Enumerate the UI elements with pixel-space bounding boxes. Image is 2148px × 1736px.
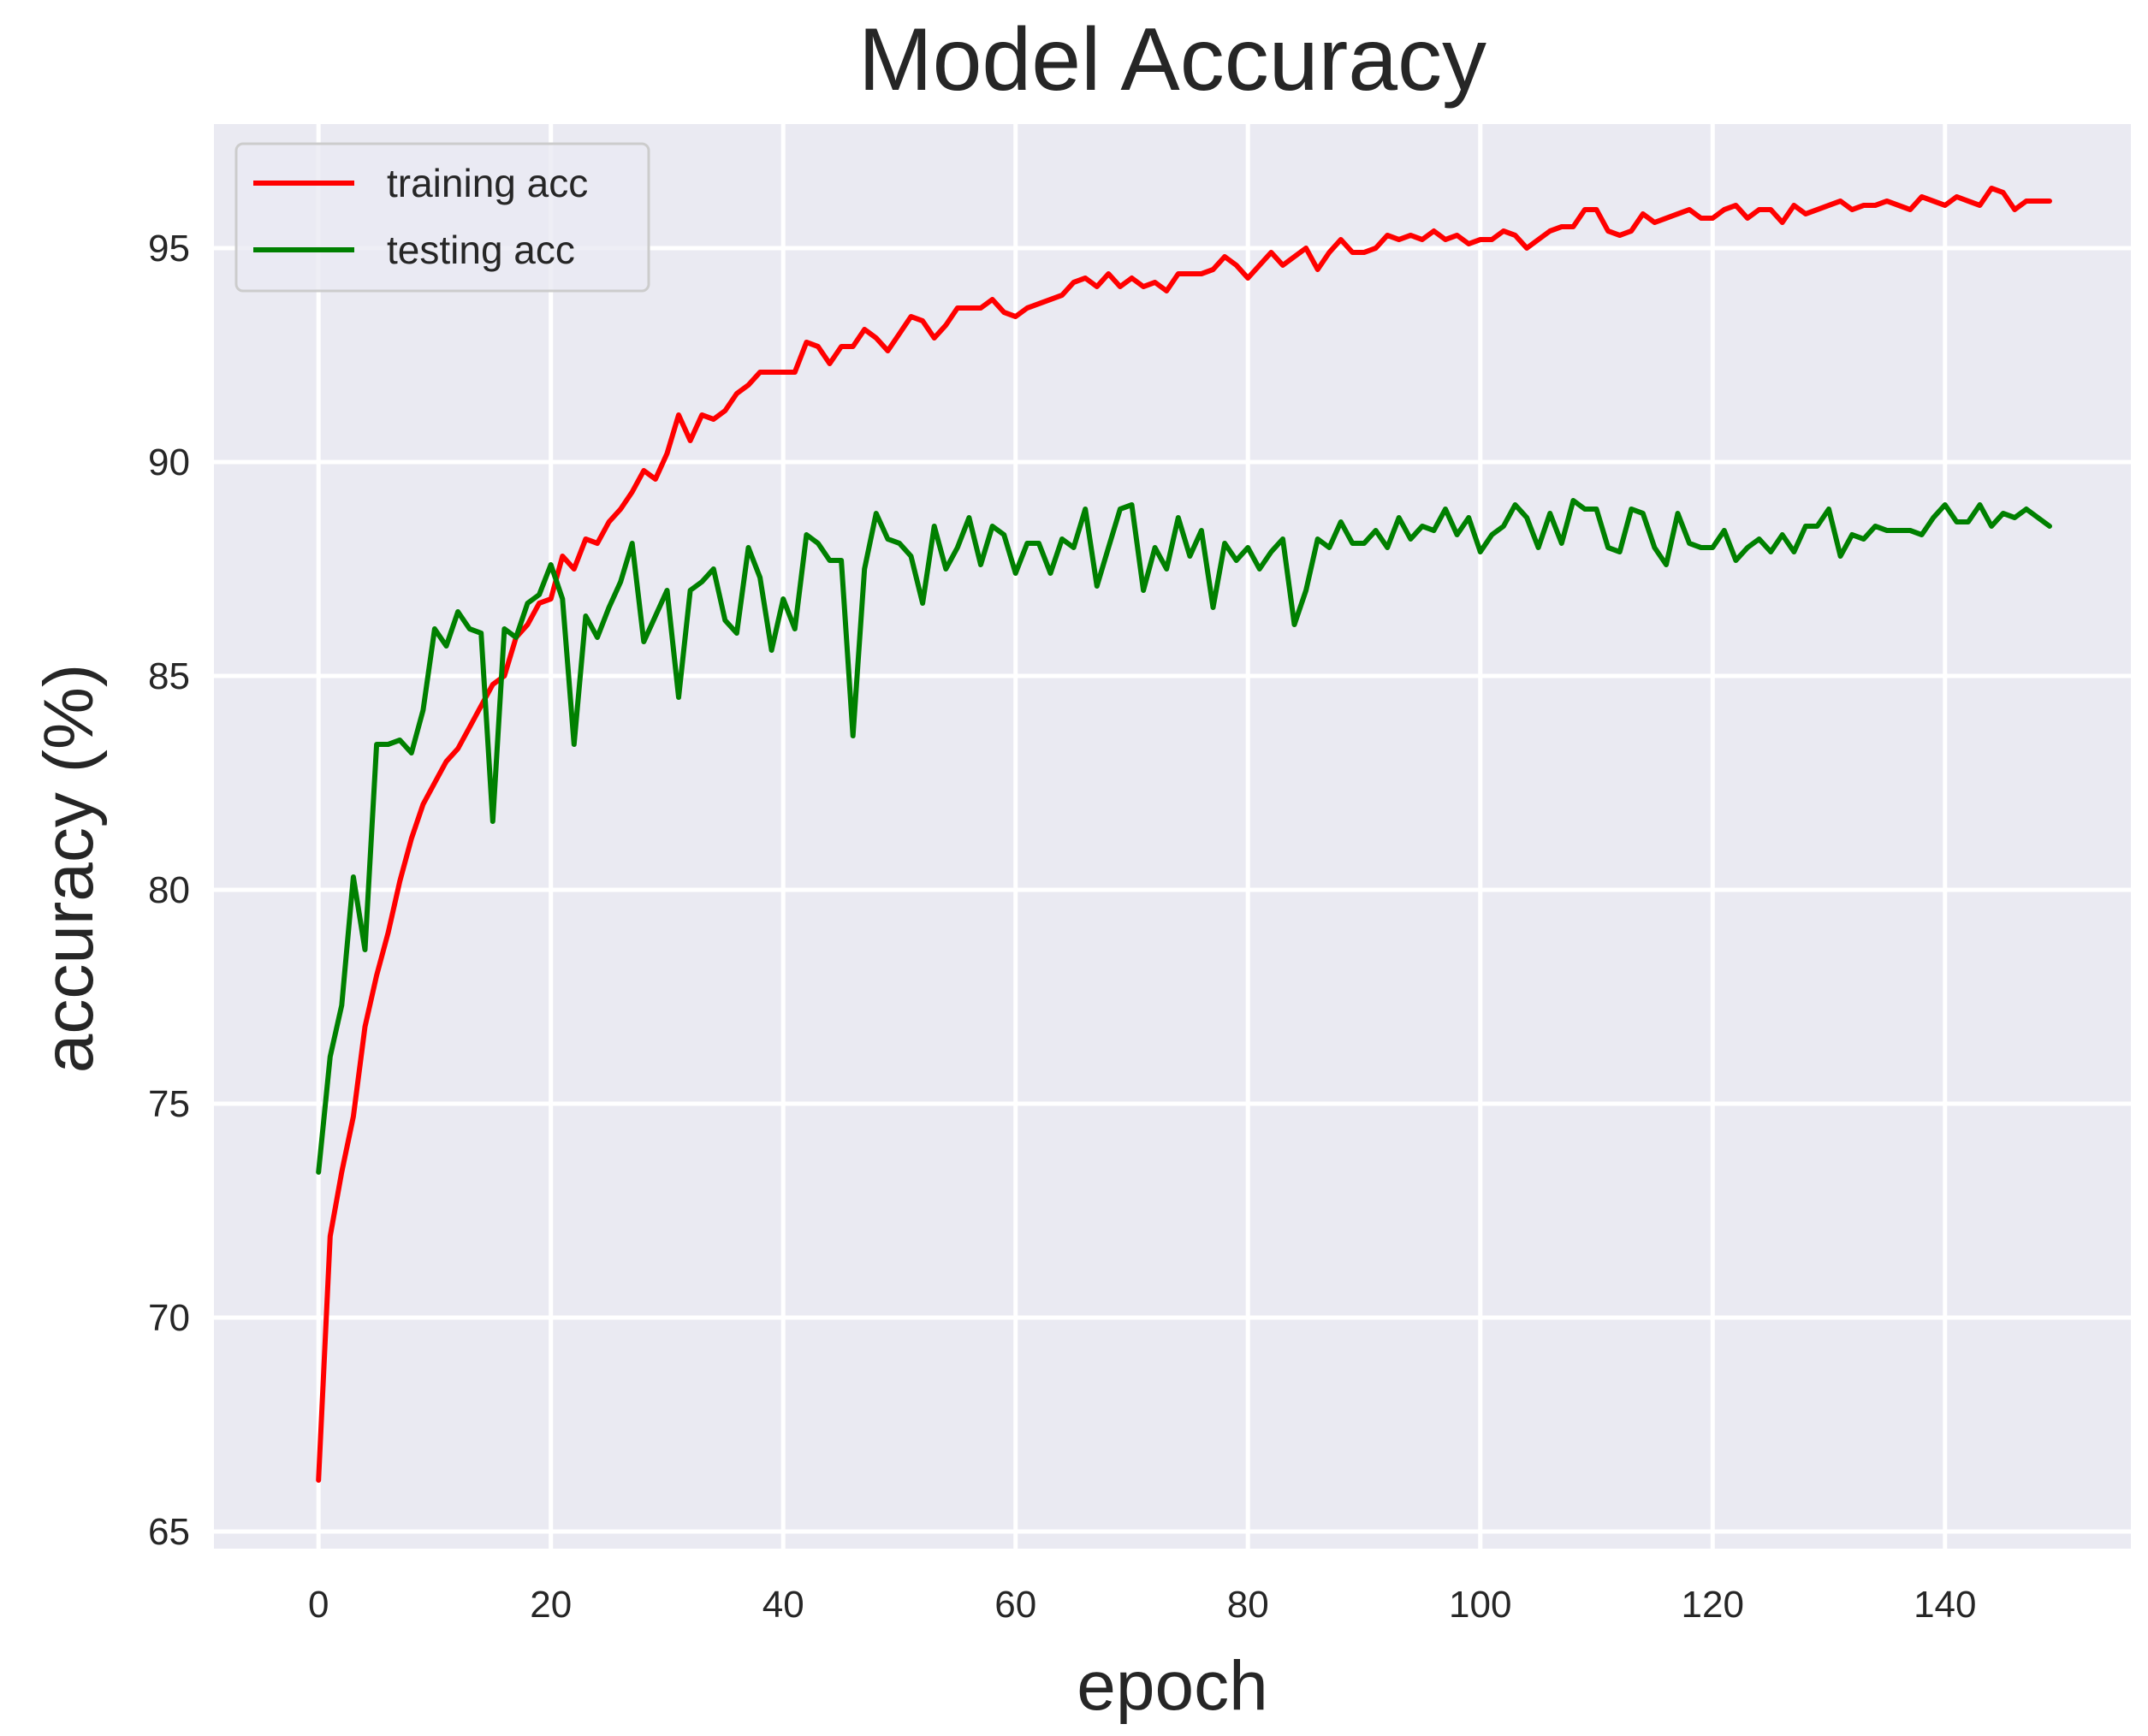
series-lines [316, 186, 2052, 1483]
plot-area [214, 124, 2131, 1549]
y-tick-label: 90 [148, 441, 190, 483]
x-tick-label: 120 [1682, 1584, 1744, 1626]
y-tick-label: 95 [148, 228, 190, 270]
legend-label-training: training acc [387, 161, 588, 205]
x-tick-label: 80 [1227, 1584, 1269, 1626]
x-tick-labels: 0 20 40 60 80 100 120 140 [308, 1584, 1977, 1626]
y-tick-label: 85 [148, 655, 190, 697]
legend: training acc testing acc [234, 142, 650, 293]
y-tick-label: 65 [148, 1511, 190, 1553]
x-tick-label: 60 [994, 1584, 1036, 1626]
x-axis-label: epoch [1077, 1647, 1267, 1725]
x-tick-label: 20 [530, 1584, 572, 1626]
y-tick-label: 70 [148, 1297, 190, 1339]
x-tick-label: 0 [308, 1584, 329, 1626]
y-tick-labels: 65 70 75 80 85 90 95 [148, 228, 190, 1553]
y-tick-label: 75 [148, 1083, 190, 1125]
y-axis-label: accuracy (%) [30, 664, 108, 1073]
legend-label-testing: testing acc [387, 228, 575, 272]
gridlines [214, 124, 2131, 1549]
x-tick-label: 40 [762, 1584, 804, 1626]
x-tick-label: 100 [1449, 1584, 1511, 1626]
x-tick-label: 140 [1914, 1584, 1976, 1626]
y-tick-label: 80 [148, 869, 190, 911]
series-line-training-acc [316, 186, 2052, 1483]
series-line-testing-acc [316, 498, 2052, 1175]
chart-title: Model Accuracy [858, 10, 1486, 110]
